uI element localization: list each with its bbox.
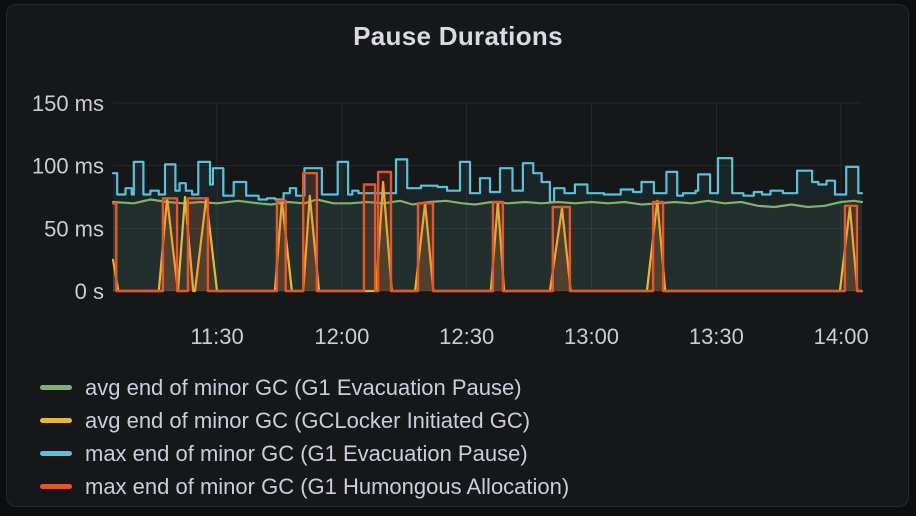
series-line xyxy=(111,157,864,204)
series-lines xyxy=(111,157,864,293)
series-area xyxy=(113,199,862,291)
y-axis-label: 150 ms xyxy=(32,91,104,116)
legend-item-max-humongous[interactable]: max end of minor GC (G1 Humongous Alloca… xyxy=(40,470,569,503)
panel-title[interactable]: Pause Durations xyxy=(353,21,563,51)
y-axis-label: 0 s xyxy=(75,279,104,304)
x-axis-label: 12:30 xyxy=(439,324,494,349)
y-axis-label: 50 ms xyxy=(44,216,104,241)
legend-swatch xyxy=(40,484,72,489)
x-axis-label: 13:00 xyxy=(564,324,619,349)
y-axis-label: 100 ms xyxy=(32,154,104,179)
axis-labels: 0 s 50 ms 100 ms 150 ms 11:30 12:00 12:30 13:00… xyxy=(32,91,869,349)
legend-swatch xyxy=(40,385,72,390)
x-axis-label: 14:00 xyxy=(814,324,869,349)
x-axis-label: 13:30 xyxy=(689,324,744,349)
x-axis-label: 12:00 xyxy=(314,324,369,349)
grid-lines xyxy=(113,102,862,292)
series-line xyxy=(111,180,864,293)
series-line xyxy=(111,170,864,293)
legend-item-avg-evacuation[interactable]: avg end of minor GC (G1 Evacuation Pause… xyxy=(40,371,569,404)
pause-durations-panel xyxy=(6,4,909,507)
legend: avg end of minor GC (G1 Evacuation Pause… xyxy=(40,371,569,503)
legend-swatch xyxy=(40,451,72,456)
x-axis-label: 11:30 xyxy=(190,324,243,349)
series-area xyxy=(113,158,862,291)
legend-swatch xyxy=(40,418,72,423)
legend-item-avg-gclocker[interactable]: avg end of minor GC (GCLocker Initiated … xyxy=(40,404,569,437)
legend-item-max-evacuation[interactable]: max end of minor GC (G1 Evacuation Pause… xyxy=(40,437,569,470)
